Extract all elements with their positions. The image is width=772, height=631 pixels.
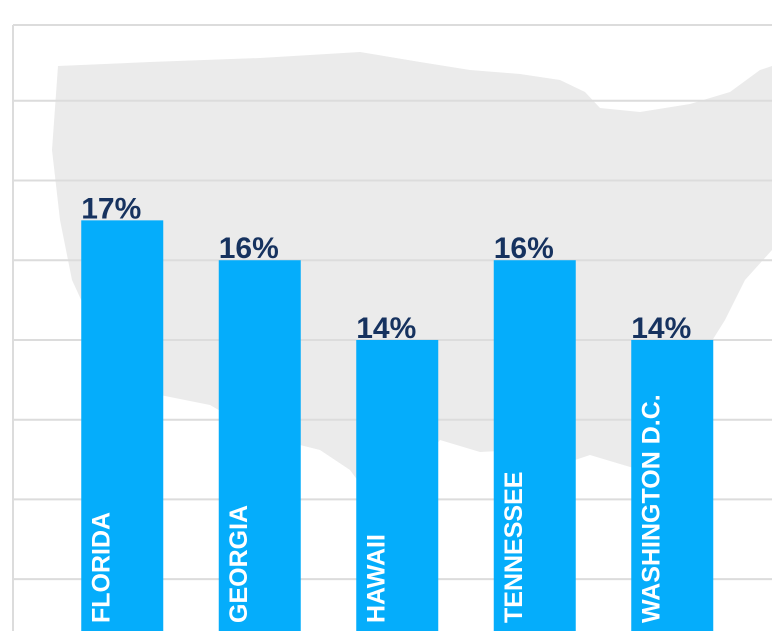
category-label: TENNESSEE xyxy=(500,472,528,623)
category-label: GEORGIA xyxy=(225,505,253,623)
map-silhouette xyxy=(52,52,772,560)
category-label: FLORIDA xyxy=(87,512,115,623)
category-label: WASHINGTON D.C. xyxy=(637,394,665,623)
value-label: 16% xyxy=(494,232,554,265)
category-label: HAWAII xyxy=(362,534,390,623)
bar xyxy=(631,339,714,631)
value-label: 16% xyxy=(219,232,279,265)
bar xyxy=(356,339,439,631)
value-label: 14% xyxy=(631,312,691,345)
value-label: 17% xyxy=(81,192,141,225)
bar xyxy=(493,260,576,631)
value-label: 14% xyxy=(356,312,416,345)
bar xyxy=(218,260,301,631)
bar xyxy=(81,220,164,631)
